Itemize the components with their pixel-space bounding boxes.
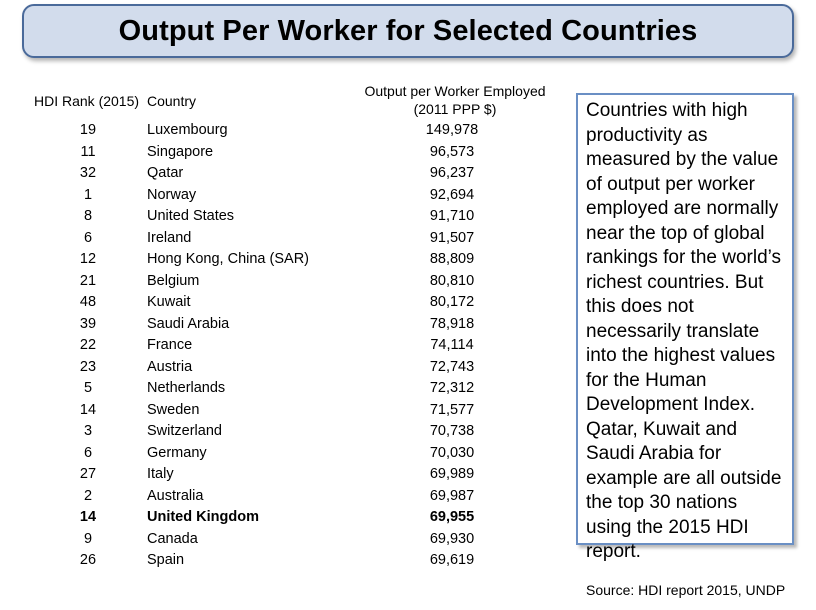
country-cell: Canada (147, 530, 198, 547)
table-row: 14 Sweden 71,577 (0, 400, 560, 422)
rank-cell: 32 (79, 165, 97, 181)
country-cell: Belgium (147, 272, 200, 289)
page-title: Output Per Worker for Selected Countries (118, 14, 698, 47)
table-row: 9 Canada 69,930 (0, 529, 560, 551)
rank-cell: 8 (83, 208, 93, 224)
output-value-cell: 69,955 (429, 509, 475, 525)
output-value-cell: 69,987 (429, 487, 475, 504)
rank-cell: 5 (83, 380, 93, 396)
header-country: Country (147, 93, 197, 109)
output-value-cell: 69,989 (429, 466, 475, 482)
country-cell: United States (147, 208, 235, 224)
country-cell: France (147, 337, 193, 353)
rank-cell: 14 (79, 401, 97, 418)
table-row: 23 Austria 72,743 (0, 357, 560, 379)
country-cell: Ireland (147, 229, 192, 246)
title-banner: Output Per Worker for Selected Countries (22, 4, 794, 58)
country-cell: Singapore (147, 143, 214, 160)
table-row: 22 France 74,114 (0, 335, 560, 357)
rank-cell: 2 (83, 487, 93, 504)
table-row: 39 Saudi Arabia 78,918 (0, 314, 560, 336)
output-value-cell: 91,507 (429, 229, 475, 246)
table-row: 21 Belgium 80,810 (0, 271, 560, 293)
table-row: 8 United States 91,710 (0, 206, 560, 228)
country-cell: Australia (147, 487, 204, 504)
rank-cell: 22 (79, 337, 97, 353)
output-value-cell: 88,809 (429, 251, 475, 267)
output-value-cell: 149,978 (425, 122, 479, 138)
rank-cell: 14 (79, 509, 97, 525)
table-row: 14 United Kingdom 69,955 (0, 507, 560, 529)
table-row: 5 Netherlands 72,312 (0, 378, 560, 400)
rank-cell: 9 (83, 530, 93, 547)
country-cell: United Kingdom (147, 509, 259, 525)
country-cell: Sweden (147, 401, 200, 418)
rank-cell: 19 (79, 122, 97, 138)
output-value-cell: 96,573 (429, 143, 475, 160)
header-output-per-worker: Output per Worker Employed (2011 PPP $) (350, 82, 560, 118)
country-cell: Germany (147, 444, 207, 461)
rank-cell: 3 (83, 423, 93, 439)
rank-cell: 23 (79, 358, 97, 375)
output-value-cell: 74,114 (430, 337, 474, 353)
data-table: 19 Luxembourg 149,978 11 Singapore 96,573 32 Qa… (0, 120, 560, 572)
output-value-cell: 80,172 (429, 294, 475, 310)
country-cell: Switzerland (147, 423, 222, 439)
header-hdi-rank: HDI Rank (2015) (34, 93, 140, 109)
header-output-line2: (2011 PPP $) (413, 101, 497, 117)
rank-cell: 26 (79, 552, 97, 568)
country-cell: Luxembourg (147, 122, 228, 138)
table-row: 19 Luxembourg 149,978 (0, 120, 560, 142)
note-text: Countries with high productivity as meas… (586, 100, 782, 562)
table-row: 26 Spain 69,619 (0, 550, 560, 572)
rank-cell: 27 (79, 466, 97, 482)
country-cell: Italy (147, 466, 174, 482)
country-cell: Kuwait (147, 294, 191, 310)
table-row: 2 Australia 69,987 (0, 486, 560, 508)
output-value-cell: 69,619 (429, 552, 475, 568)
output-value-cell: 78,918 (429, 315, 475, 332)
table-row: 3 Switzerland 70,738 (0, 421, 560, 443)
country-cell: Qatar (147, 165, 184, 181)
country-cell: Netherlands (147, 380, 226, 396)
country-cell: Saudi Arabia (147, 315, 230, 332)
output-value-cell: 91,710 (429, 208, 475, 224)
rank-cell: 48 (79, 294, 97, 310)
table-row: 12 Hong Kong, China (SAR) 88,809 (0, 249, 560, 271)
output-value-cell: 70,738 (429, 423, 475, 439)
country-cell: Hong Kong, China (SAR) (147, 251, 309, 267)
rank-cell: 1 (83, 186, 93, 203)
table-row: 6 Ireland 91,507 (0, 228, 560, 250)
table-row: 48 Kuwait 80,172 (0, 292, 560, 314)
output-value-cell: 72,743 (429, 358, 475, 375)
table-row: 1 Norway 92,694 (0, 185, 560, 207)
country-cell: Norway (147, 186, 197, 203)
output-value-cell: 80,810 (429, 272, 475, 289)
output-value-cell: 96,237 (429, 165, 475, 181)
output-value-cell: 69,930 (429, 530, 475, 547)
rank-cell: 12 (79, 251, 97, 267)
rank-cell: 6 (83, 229, 93, 246)
table-row: 27 Italy 69,989 (0, 464, 560, 486)
output-value-cell: 92,694 (429, 186, 475, 203)
output-value-cell: 72,312 (429, 380, 475, 396)
country-cell: Austria (147, 358, 193, 375)
table-row: 32 Qatar 96,237 (0, 163, 560, 185)
table-row: 6 Germany 70,030 (0, 443, 560, 465)
source-text: Source: HDI report 2015, UNDP (586, 582, 786, 598)
output-value-cell: 71,577 (429, 401, 475, 418)
note-box: Countries with high productivity as meas… (576, 93, 794, 562)
country-cell: Spain (147, 552, 185, 568)
rank-cell: 39 (79, 315, 97, 332)
rank-cell: 11 (80, 143, 96, 160)
table-row: 11 Singapore 96,573 (0, 142, 560, 164)
rank-cell: 21 (79, 272, 97, 289)
output-value-cell: 70,030 (429, 444, 475, 461)
header-output-line1: Output per Worker Employed (364, 83, 546, 99)
rank-cell: 6 (83, 444, 93, 461)
